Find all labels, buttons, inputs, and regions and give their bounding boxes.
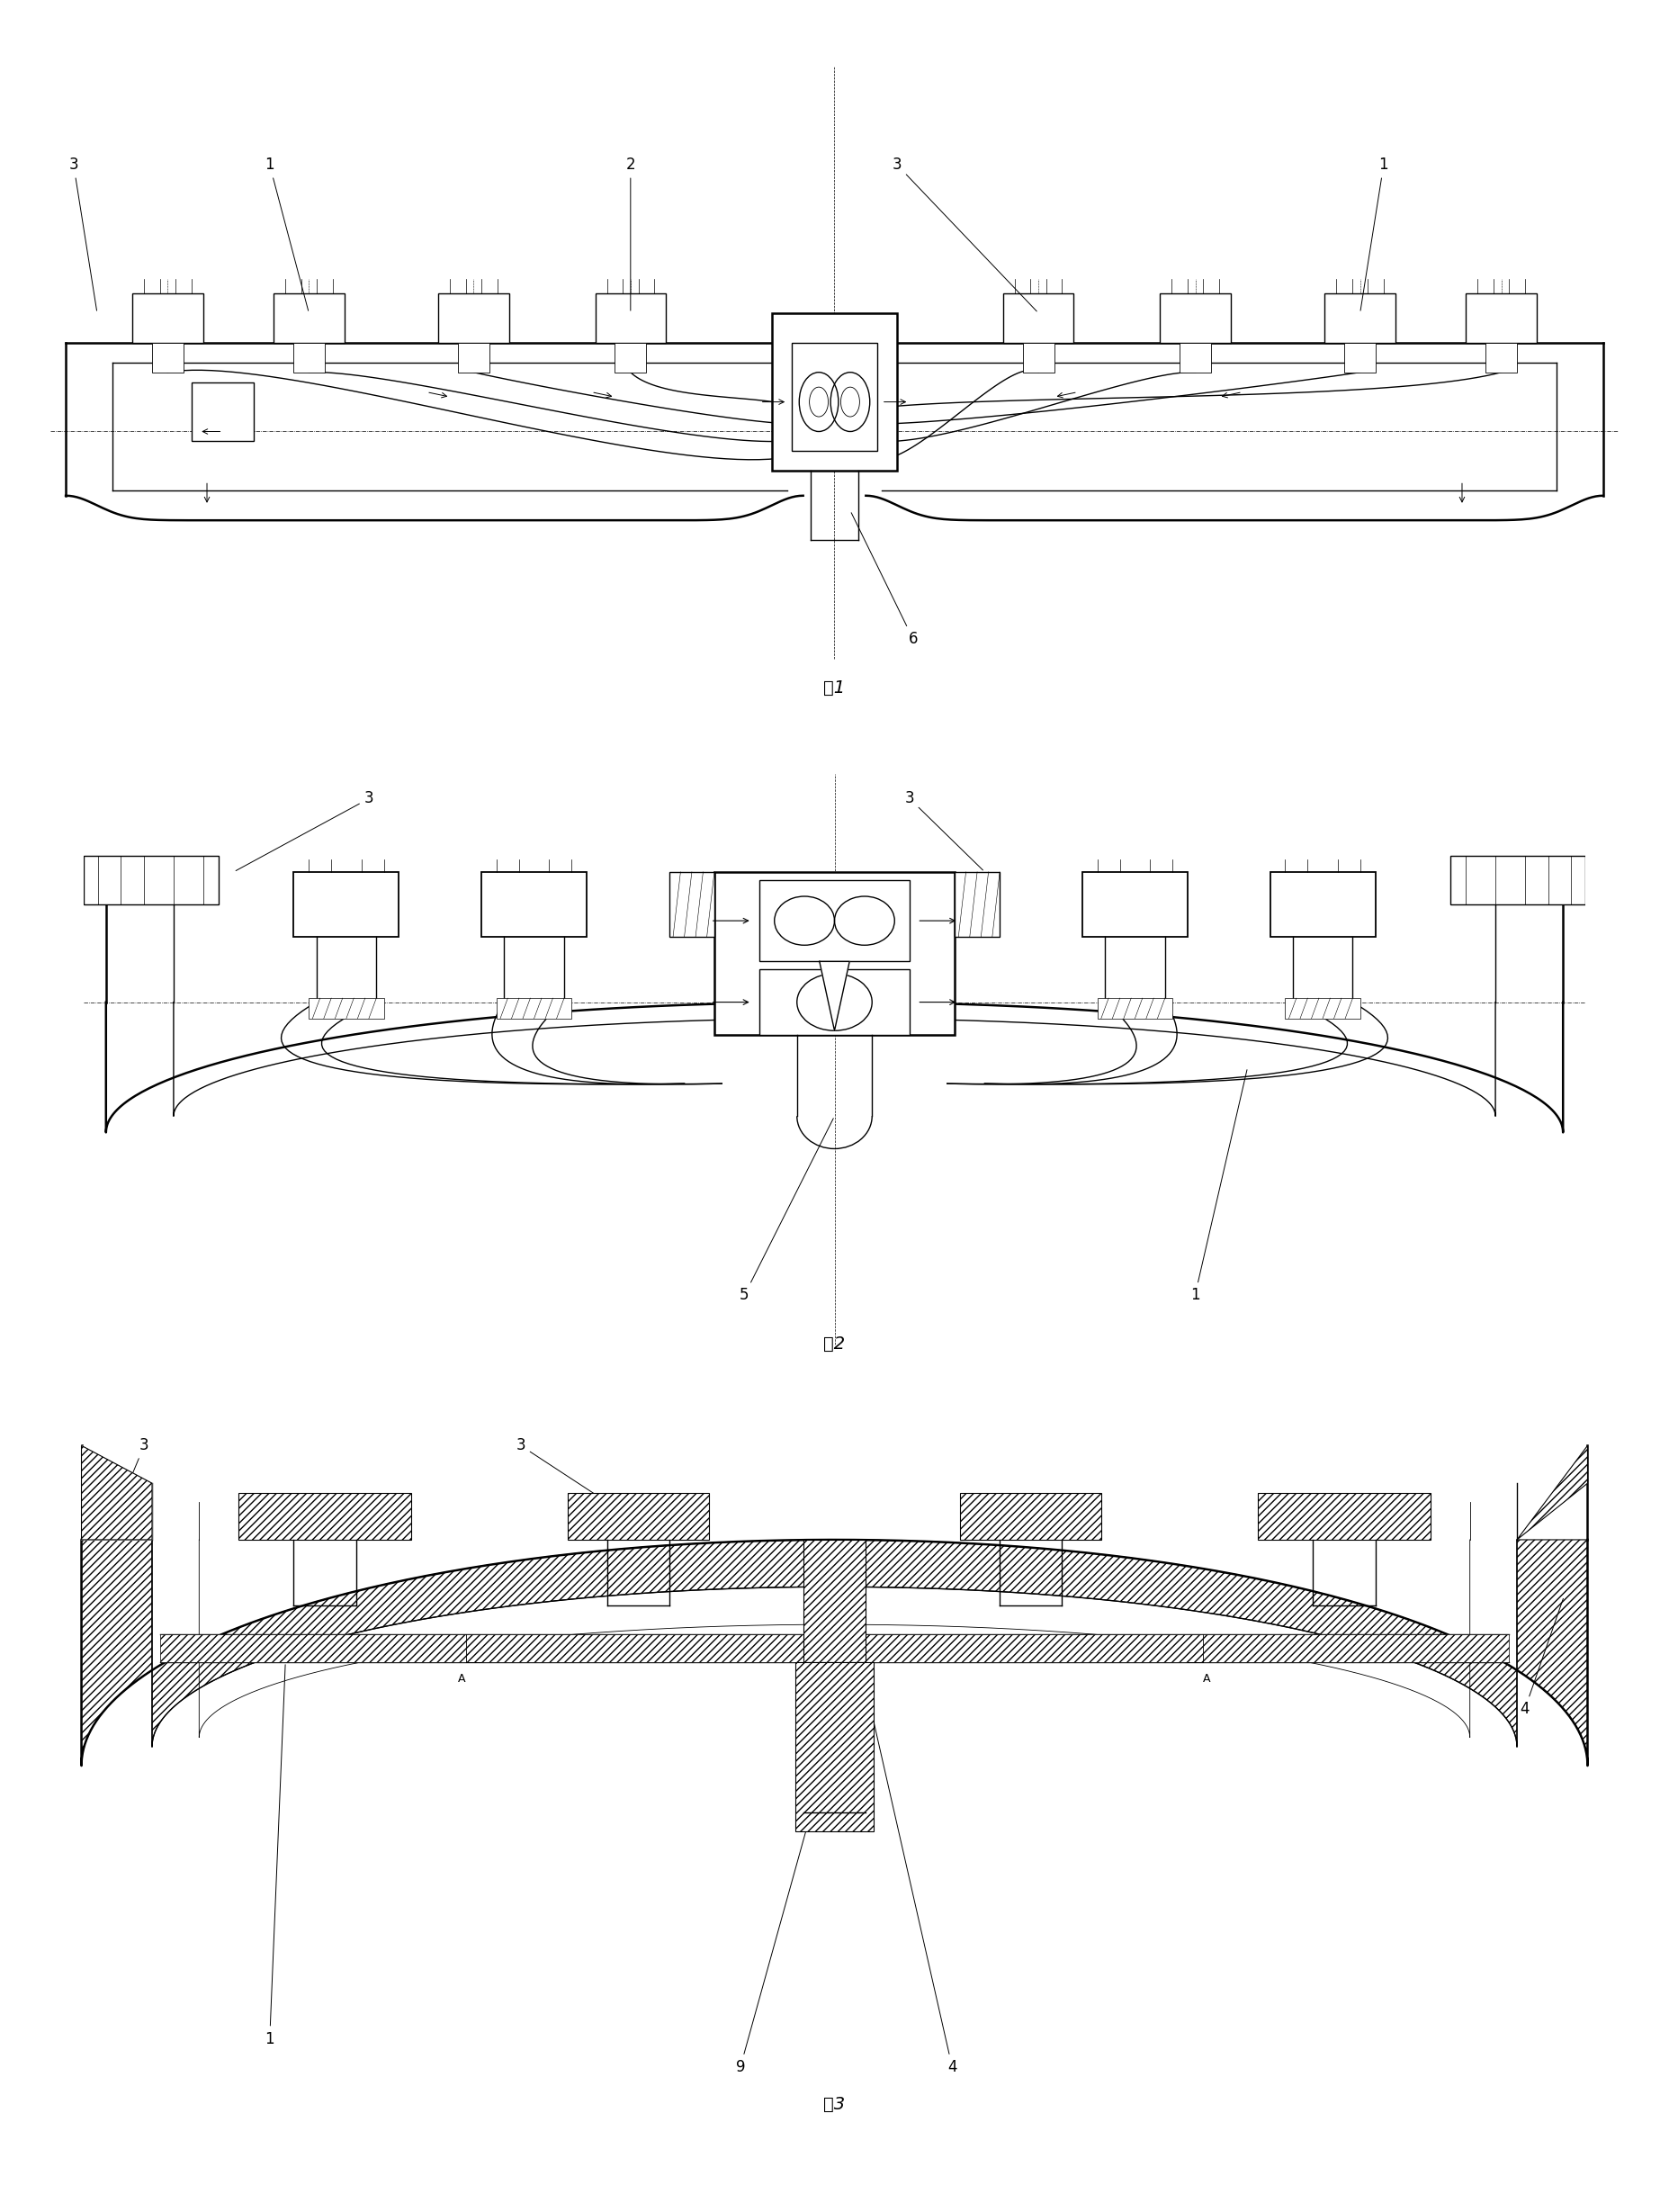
Bar [759,880,910,962]
Text: 图3: 图3 [823,2097,846,2112]
Bar [294,343,324,372]
Bar [1023,343,1055,372]
Bar [239,1493,411,1540]
Text: 图2: 图2 [823,1336,846,1354]
Text: 1: 1 [1190,1071,1247,1303]
Polygon shape [819,962,850,1031]
Bar [497,998,572,1018]
Bar [1180,343,1212,372]
Text: 5: 5 [739,1119,833,1303]
Bar [1258,1493,1430,1540]
Bar [1160,294,1230,343]
Polygon shape [82,1447,152,1540]
Text: 1: 1 [265,157,309,310]
Polygon shape [82,1447,152,1540]
Text: 1: 1 [1360,157,1389,310]
Bar [771,314,898,471]
Bar [791,343,878,451]
Bar [1285,998,1360,1018]
Text: 3: 3 [516,1438,604,1500]
Bar [567,1493,709,1540]
Bar [794,1661,875,1832]
Bar [132,294,204,343]
Polygon shape [82,1540,1587,1765]
Bar [759,969,910,1035]
Text: 4: 4 [858,1655,956,2075]
Text: 1: 1 [265,1666,285,2046]
Text: 3: 3 [122,1438,149,1500]
Polygon shape [82,1427,1587,1765]
Bar [160,1635,1509,1661]
Bar [1485,343,1517,372]
Bar [83,856,219,905]
Bar [274,294,344,343]
Bar [714,872,955,1035]
Text: 4: 4 [1520,1599,1564,1717]
Bar [1450,856,1586,905]
Text: 3: 3 [905,790,983,869]
Text: 3: 3 [893,157,1036,312]
Text: 9: 9 [736,1787,818,2075]
Polygon shape [1517,1447,1587,1540]
Bar [1098,998,1173,1018]
Bar [1083,872,1188,938]
Bar [1270,872,1375,938]
Bar [1345,343,1375,372]
Bar [482,872,587,938]
Bar [960,1493,1102,1540]
Bar [803,1540,866,1661]
Bar [596,294,666,343]
Text: 2: 2 [626,157,636,310]
Text: 图1: 图1 [823,679,846,697]
Text: 3: 3 [68,157,97,310]
Bar [1325,294,1395,343]
Bar [439,294,509,343]
Bar [294,872,399,938]
Bar [457,343,489,372]
Bar [1465,294,1537,343]
Text: 3: 3 [235,790,374,872]
Bar [955,872,1000,938]
Text: A: A [459,1672,466,1686]
Text: A: A [1203,1672,1210,1686]
Bar [152,343,184,372]
Bar [1003,294,1073,343]
Bar [614,343,646,372]
Bar [192,383,254,442]
Bar [309,998,384,1018]
Text: 6: 6 [851,513,918,646]
Bar [669,872,714,938]
